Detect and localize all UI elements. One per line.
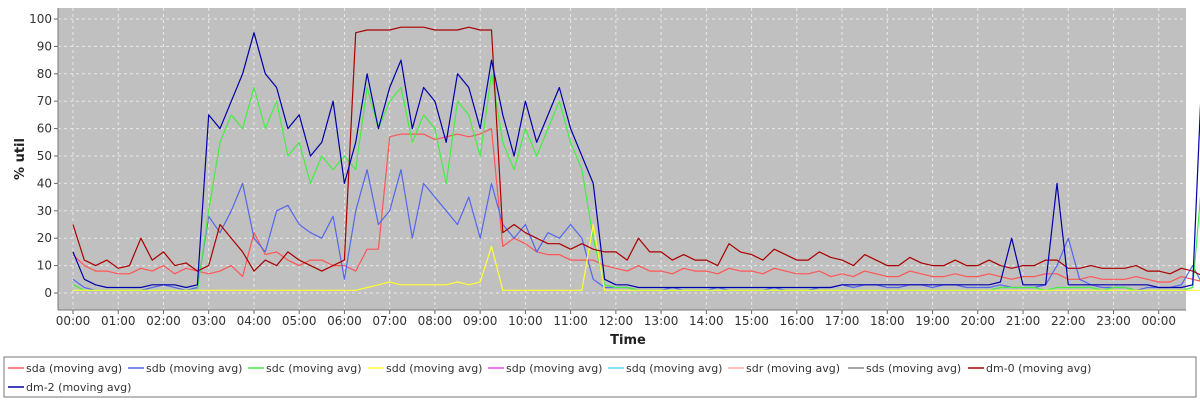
x-tick-label: 19:00 bbox=[915, 314, 950, 328]
legend-label-dm-0: dm-0 (moving avg) bbox=[986, 362, 1091, 375]
legend-label-sds: sds (moving avg) bbox=[866, 362, 961, 375]
x-tick-label: 20:00 bbox=[960, 314, 995, 328]
x-tick-label: 11:00 bbox=[553, 314, 588, 328]
x-tick-label: 05:00 bbox=[282, 314, 317, 328]
x-tick-label: 08:00 bbox=[418, 314, 453, 328]
legend-label-sdb: sdb (moving avg) bbox=[146, 362, 242, 375]
x-tick-label: 21:00 bbox=[1006, 314, 1041, 328]
y-tick-label: 50 bbox=[37, 149, 52, 163]
legend-label-sdq: sdq (moving avg) bbox=[626, 362, 722, 375]
x-tick-label: 22:00 bbox=[1051, 314, 1086, 328]
series-group bbox=[72, 26, 1200, 291]
x-tick-label: 00:00 bbox=[1141, 314, 1176, 328]
legend-label-sdd: sdd (moving avg) bbox=[386, 362, 482, 375]
y-tick-label: 70 bbox=[37, 94, 52, 108]
x-tick-label: 16:00 bbox=[780, 314, 815, 328]
x-tick-label: 10:00 bbox=[508, 314, 543, 328]
x-tick-label: 01:00 bbox=[101, 314, 136, 328]
y-tick-label: 10 bbox=[37, 259, 52, 273]
x-tick-label: 04:00 bbox=[237, 314, 272, 328]
x-axis-title: Time bbox=[610, 333, 646, 348]
y-tick-label: 60 bbox=[37, 122, 52, 136]
x-tick-label: 09:00 bbox=[463, 314, 498, 328]
x-tick-label: 18:00 bbox=[870, 314, 905, 328]
series-line-sdd bbox=[73, 223, 1200, 291]
x-tick-label: 13:00 bbox=[644, 314, 679, 328]
x-tick-label: 00:00 bbox=[56, 314, 91, 328]
y-axis-title: % util bbox=[13, 138, 28, 180]
legend-label-sda: sda (moving avg) bbox=[26, 362, 122, 375]
axes: 0 10 20 30 40 50 60 70 80 90 100 00:00 01:00 02:00 03:… bbox=[29, 8, 1186, 328]
legend-label-sdp: sdp (moving avg) bbox=[506, 362, 602, 375]
y-tick-label: 40 bbox=[37, 176, 52, 190]
x-tick-label: 02:00 bbox=[146, 314, 181, 328]
x-tick-label: 06:00 bbox=[327, 314, 362, 328]
x-tick-label: 03:00 bbox=[191, 314, 226, 328]
y-tick-label: 80 bbox=[37, 67, 52, 81]
x-tick-label: 15:00 bbox=[734, 314, 769, 328]
x-tick-label: 14:00 bbox=[689, 314, 724, 328]
y-tick-label: 0 bbox=[44, 286, 52, 300]
y-tick-label: 20 bbox=[37, 231, 52, 245]
y-tick-label: 100 bbox=[29, 12, 52, 26]
plot-background bbox=[58, 8, 1186, 310]
grid bbox=[58, 8, 1186, 310]
legend-label-dm-2: dm-2 (moving avg) bbox=[26, 381, 131, 394]
legend-label-sdc: sdc (moving avg) bbox=[266, 362, 362, 375]
x-tick-label: 12:00 bbox=[599, 314, 634, 328]
legend-box bbox=[3, 356, 1197, 398]
series-line-dm-2 bbox=[72, 32, 1200, 289]
y-tick-label: 30 bbox=[37, 204, 52, 218]
x-tick-label: 07:00 bbox=[372, 314, 407, 328]
series-line-sda bbox=[72, 128, 1200, 283]
legend: sda (moving avg) sdb (moving avg) sdc (mov… bbox=[8, 362, 1091, 394]
legend-label-sdr: sdr (moving avg) bbox=[746, 362, 840, 375]
x-tick-label: 17:00 bbox=[825, 314, 860, 328]
y-tick-label: 90 bbox=[37, 39, 52, 53]
series-line-dm-0 bbox=[72, 26, 1200, 276]
x-tick-label: 23:00 bbox=[1096, 314, 1131, 328]
